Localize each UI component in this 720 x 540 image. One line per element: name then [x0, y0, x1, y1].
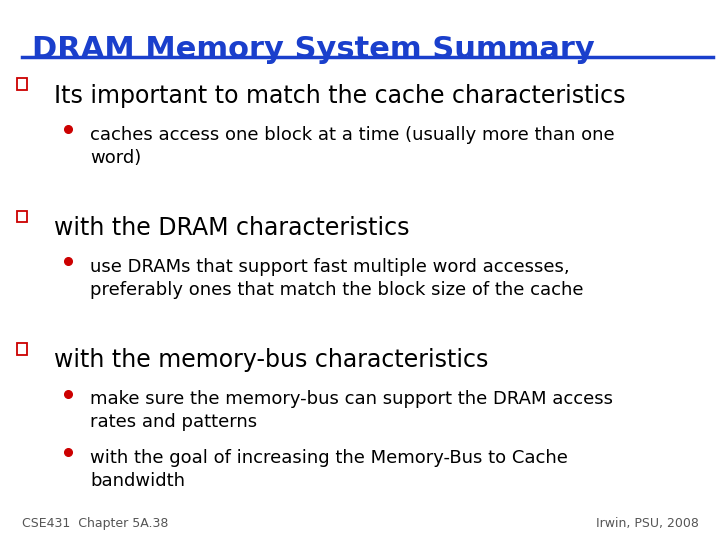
Text: caches access one block at a time (usually more than one
word): caches access one block at a time (usual… — [90, 126, 615, 167]
Text: Irwin, PSU, 2008: Irwin, PSU, 2008 — [595, 517, 698, 530]
Bar — [17, 78, 27, 90]
Bar — [17, 211, 27, 222]
Text: with the memory-bus characteristics: with the memory-bus characteristics — [54, 348, 488, 372]
Text: DRAM Memory System Summary: DRAM Memory System Summary — [32, 35, 595, 64]
Text: make sure the memory-bus can support the DRAM access
rates and patterns: make sure the memory-bus can support the… — [90, 390, 613, 431]
Text: CSE431  Chapter 5A.38: CSE431 Chapter 5A.38 — [22, 517, 168, 530]
Text: Its important to match the cache characteristics: Its important to match the cache charact… — [54, 84, 626, 107]
Text: with the DRAM characteristics: with the DRAM characteristics — [54, 216, 410, 240]
Bar — [17, 343, 27, 355]
Text: use DRAMs that support fast multiple word accesses,
preferably ones that match t: use DRAMs that support fast multiple wor… — [90, 258, 583, 299]
Text: with the goal of increasing the Memory-Bus to Cache
bandwidth: with the goal of increasing the Memory-B… — [90, 449, 568, 490]
